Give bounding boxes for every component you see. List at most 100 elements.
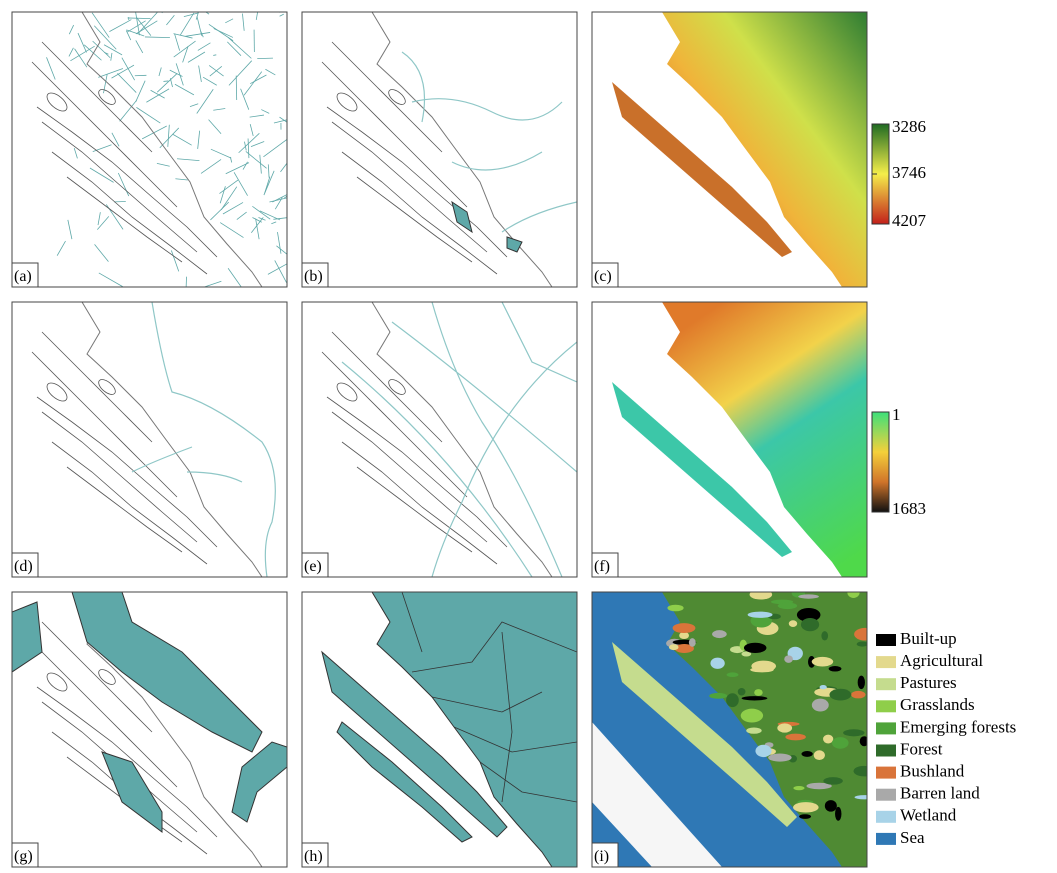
legend-swatch [876, 789, 896, 801]
land-patch [689, 638, 696, 647]
legend: Built-up Agricultural Pastures Grasslands Em… [876, 629, 1016, 847]
panel-label: (h) [304, 848, 323, 865]
land-patch [669, 644, 679, 650]
map-panel: (h) [302, 592, 577, 867]
legend-label: Barren land [900, 784, 980, 803]
legend-label: Agricultural [900, 651, 983, 670]
map-panel: (g) [12, 592, 287, 867]
road [162, 0, 168, 13]
colorbar-label: 4207 [892, 211, 927, 230]
map-panel: (e) [302, 302, 577, 577]
land-patch [709, 693, 727, 699]
legend-swatch [876, 656, 896, 668]
land-patch [746, 727, 761, 733]
legend-swatch [876, 700, 896, 712]
panel-label: (g) [14, 848, 33, 865]
land-patch [854, 628, 876, 641]
colorbar-label: 1 [892, 405, 901, 424]
legend-swatch [876, 722, 896, 734]
land-patch [789, 620, 797, 627]
legend-label: Emerging forests [900, 717, 1016, 736]
land-patch [858, 676, 865, 690]
map-panel: (i) [592, 587, 876, 867]
land-patch [778, 602, 797, 609]
land-patch [801, 618, 819, 631]
colorbar-label: 3746 [892, 163, 926, 182]
legend-label: Built-up [900, 629, 957, 648]
land-patch [727, 672, 739, 677]
land-patch [835, 807, 841, 821]
legend-swatch [876, 678, 896, 690]
land-patch [851, 691, 865, 698]
panel-label: (d) [14, 558, 33, 575]
legend-swatch [876, 767, 896, 779]
land-patch [741, 709, 763, 723]
land-patch [814, 750, 825, 760]
land-patch [744, 643, 767, 653]
land-patch [710, 658, 724, 669]
panel-label: (c) [594, 268, 612, 285]
legend-label: Sea [900, 828, 925, 847]
legend-swatch [876, 833, 896, 845]
legend-swatch [876, 634, 896, 646]
map-panel: (b) [302, 12, 577, 287]
land-patch [832, 737, 849, 749]
land-patch [823, 735, 833, 744]
legend-label: Wetland [900, 806, 957, 825]
land-patch [829, 666, 842, 671]
colorbar-label: 3286 [892, 117, 926, 136]
legend-label: Pastures [900, 673, 957, 692]
land-patch [768, 754, 791, 762]
land-patch [712, 630, 727, 638]
land-patch [667, 605, 683, 612]
legend-label: Forest [900, 739, 943, 758]
land-patch [812, 699, 829, 712]
land-patch [855, 795, 875, 799]
map-panel: (f) [592, 302, 867, 577]
land-patch [673, 623, 696, 633]
road [287, 113, 298, 133]
land-patch [799, 814, 811, 819]
figure: (a) (b) (c) (d) (e) (f) (g) (h) (i) 3286 3746 4207… [0, 0, 1057, 868]
land-patch [801, 751, 812, 757]
land-patch [793, 802, 819, 812]
legend-swatch [876, 811, 896, 823]
land-patch [829, 689, 851, 701]
land-patch [750, 590, 773, 600]
panel-label: (i) [594, 848, 609, 865]
land-patch [755, 745, 771, 757]
panel-label: (b) [304, 268, 323, 285]
road [271, 3, 280, 12]
land-patch [748, 612, 773, 618]
land-patch [812, 657, 833, 667]
land-patch [798, 594, 819, 598]
land-patch [821, 631, 828, 640]
land-patch [857, 642, 868, 647]
panel-label: (a) [14, 268, 32, 285]
land-patch [784, 655, 793, 663]
land-patch [785, 734, 806, 741]
panel-label: (f) [594, 558, 610, 575]
colorbar [872, 412, 889, 512]
land-patch [823, 777, 842, 785]
colorbar-label: 1683 [892, 499, 926, 518]
panels: (a) (b) (c) (d) (e) (f) (g) (h) (i) [12, 0, 876, 867]
map-panel: (a) [12, 0, 306, 296]
land-patch [777, 723, 792, 732]
panel-label: (e) [304, 558, 322, 575]
legend-label: Grasslands [900, 695, 975, 714]
land-patch [738, 688, 746, 695]
map-panel: (d) [12, 302, 287, 577]
land-patch [825, 800, 837, 812]
land-patch [750, 667, 774, 672]
colorbars: 3286 3746 4207 1 1683 [872, 117, 927, 518]
legend-label: Bushland [900, 762, 965, 781]
legend-swatch [876, 745, 896, 757]
land-patch [820, 685, 827, 689]
land-patch [754, 689, 762, 696]
page: {"panels": [{"label": "(a)"}, {"label": … [0, 0, 1057, 868]
map-content [592, 587, 876, 867]
land-patch [793, 786, 804, 790]
land-patch [847, 587, 859, 598]
land-patch [854, 766, 875, 777]
